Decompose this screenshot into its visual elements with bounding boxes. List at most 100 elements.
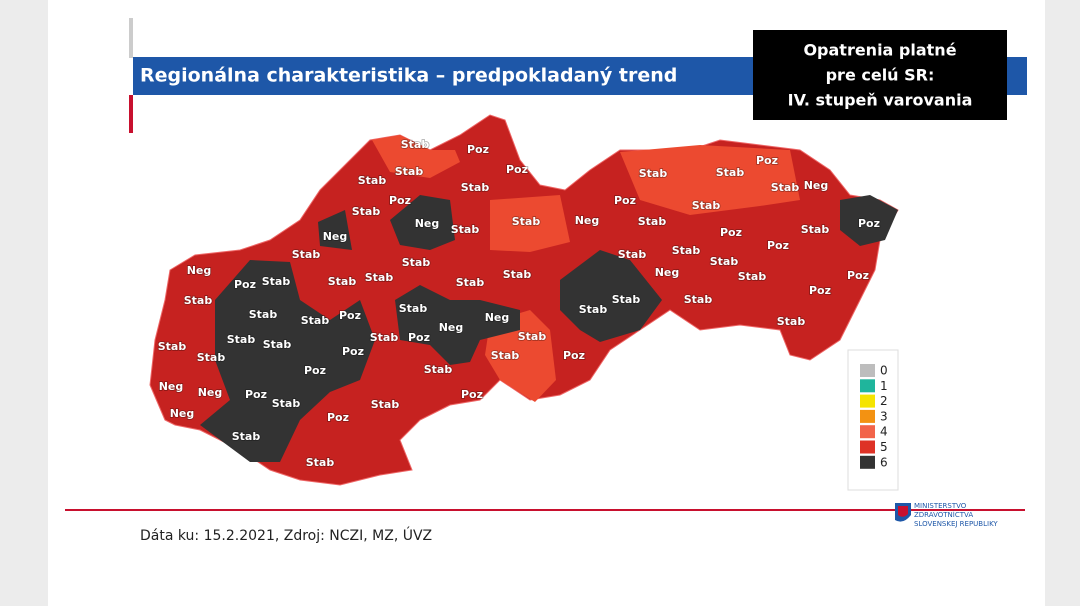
region-label: Stab [710, 255, 739, 268]
region-area [395, 285, 520, 365]
region-label: Stab [801, 223, 830, 236]
region-label: Stab [618, 248, 647, 261]
region-label: Stab [612, 293, 641, 306]
legend-swatch [860, 440, 875, 454]
region-label: Poz [858, 217, 880, 230]
region-label: Poz [408, 331, 430, 344]
region-label: Stab [249, 308, 278, 321]
region-label: Stab [716, 166, 745, 179]
region-label: Neg [198, 386, 223, 399]
legend-swatch [860, 455, 875, 469]
logo-text: SLOVENSKEJ REPUBLIKY [914, 520, 998, 528]
region-label: Stab [358, 174, 387, 187]
side-border [1045, 0, 1080, 606]
region-label: Neg [159, 380, 184, 393]
side-border [0, 0, 48, 606]
region-label: Stab [738, 270, 767, 283]
region-label: Poz [614, 194, 636, 207]
region-label: Poz [304, 364, 326, 377]
region-label: Stab [184, 294, 213, 307]
region-area [560, 250, 662, 342]
notice-line: Opatrenia platné [803, 41, 956, 60]
region-area [620, 145, 800, 215]
region-label: Stab [306, 456, 335, 469]
region-label: Stab [579, 303, 608, 316]
legend-swatch [860, 425, 875, 439]
region-area [490, 195, 570, 252]
logo-text: MINISTERSTVO [914, 502, 967, 510]
legend-label: 4 [880, 425, 888, 439]
region-area [390, 195, 455, 250]
logo-shield [898, 506, 908, 517]
legend-swatch [860, 364, 875, 377]
region-label: Stab [672, 244, 701, 257]
legend-label: 2 [880, 394, 888, 408]
legend-label: 5 [880, 440, 888, 454]
region-label: Stab [158, 340, 187, 353]
region-label: Stab [301, 314, 330, 327]
region-label: Stab [395, 165, 424, 178]
region-label: Neg [439, 321, 464, 334]
region-label: Stab [424, 363, 453, 376]
region-label: Stab [352, 205, 381, 218]
region-label: Neg [485, 311, 510, 324]
region-label: Stab [232, 430, 261, 443]
region-label: Stab [401, 138, 430, 151]
region-label: Stab [638, 215, 667, 228]
region-label: Neg [323, 230, 348, 243]
notice-line: IV. stupeň varovania [788, 91, 973, 110]
region-label: Stab [771, 181, 800, 194]
region-label: Stab [451, 223, 480, 236]
region-label: Stab [227, 333, 256, 346]
region-label: Poz [327, 411, 349, 424]
region-label: Stab [503, 268, 532, 281]
region-label: Stab [292, 248, 321, 261]
region-area [372, 135, 460, 178]
legend-swatch [860, 379, 875, 393]
notice-line: pre celú SR: [826, 66, 935, 85]
legend-label: 0 [880, 364, 888, 378]
region-area [840, 195, 898, 246]
region-label: Stab [328, 275, 357, 288]
legend-label: 1 [880, 379, 888, 393]
region-label: Poz [847, 269, 869, 282]
region-label: Poz [756, 154, 778, 167]
region-label: Stab [263, 338, 292, 351]
region-area [318, 210, 352, 250]
region-label: Poz [342, 345, 364, 358]
region-label: Neg [187, 264, 212, 277]
level-6-areas [200, 195, 898, 462]
region-label: Stab [512, 215, 541, 228]
region-label: Stab [456, 276, 485, 289]
notice-box [753, 30, 1007, 120]
title: Regionálna charakteristika – predpoklada… [140, 65, 677, 87]
region-label: Neg [575, 214, 600, 227]
region-label: Poz [506, 163, 528, 176]
legend-label: 6 [880, 455, 888, 469]
region-label: Poz [809, 284, 831, 297]
accent-line [129, 95, 133, 133]
region-label: Stab [262, 275, 291, 288]
logo-text: ZDRAVOTNÍCTVA [914, 510, 973, 519]
region-label: Stab [639, 167, 668, 180]
region-label: Poz [767, 239, 789, 252]
region-label: Stab [370, 331, 399, 344]
region-label: Poz [389, 194, 411, 207]
region-label: Poz [234, 278, 256, 291]
region-label: Stab [692, 199, 721, 212]
region-label: Stab [491, 349, 520, 362]
region-label: Stab [461, 181, 490, 194]
region-label: Stab [684, 293, 713, 306]
region-label: Poz [467, 143, 489, 156]
legend-swatch [860, 394, 875, 408]
region-label: Neg [655, 266, 680, 279]
region-label: Stab [197, 351, 226, 364]
region-label: Stab [777, 315, 806, 328]
region-label: Stab [365, 271, 394, 284]
accent-line [129, 18, 133, 58]
region-label: Stab [518, 330, 547, 343]
source: Dáta ku: 15.2.2021, Zdroj: NCZI, MZ, ÚVZ [140, 526, 432, 544]
